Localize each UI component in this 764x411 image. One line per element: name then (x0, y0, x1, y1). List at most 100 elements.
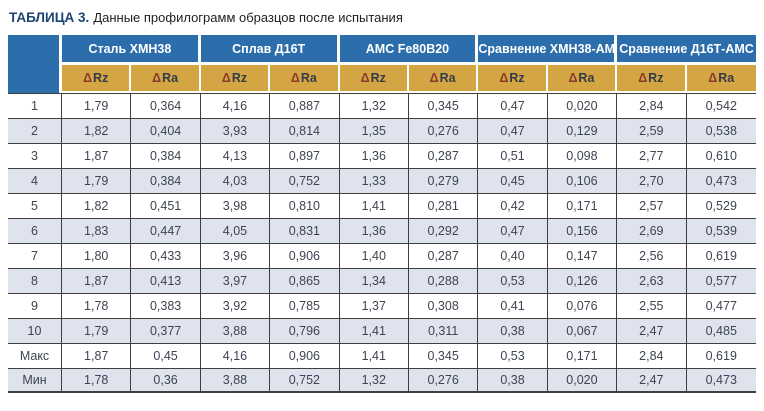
table-cell: 4,05 (200, 218, 271, 243)
table-cell: 0,129 (547, 118, 618, 143)
table-cell: 1,87 (62, 143, 132, 168)
table-cell: 1,37 (339, 293, 409, 318)
table-row: 5 1,82 0,451 3,98 0,810 1,41 0,281 0,42 0,171 2,5… (8, 193, 756, 218)
row-label: Макс (8, 343, 62, 368)
table-cell: 0,147 (547, 243, 618, 268)
table-cell: 0,020 (547, 93, 618, 118)
sub-header-label: Ra (718, 71, 735, 85)
table-cell: 0,287 (408, 243, 479, 268)
table-cell: 0,377 (131, 318, 201, 343)
table-cell: 1,80 (62, 243, 132, 268)
table-cell: 0,539 (686, 218, 756, 243)
group-header: Сравнение Д16Т-АМС (617, 35, 756, 65)
table-cell: 0,906 (270, 343, 340, 368)
sub-header-rz: ΔRz (62, 65, 132, 93)
table-row: 4 1,79 0,384 4,03 0,752 1,33 0,279 0,45 0,106 2,7… (8, 168, 756, 193)
table-row: 2 1,82 0,404 3,93 0,814 1,35 0,276 0,47 0,129 2,5… (8, 118, 756, 143)
delta-icon: Δ (638, 71, 648, 85)
row-label: 9 (8, 293, 62, 318)
table-cell: 4,03 (200, 168, 271, 193)
table-cell: 0,281 (408, 193, 479, 218)
table-cell: 1,35 (339, 118, 409, 143)
table-cell: 0,384 (131, 168, 201, 193)
sub-header-label: Ra (439, 71, 456, 85)
sub-header-ra: ΔRa (408, 65, 479, 93)
table-cell: 0,38 (478, 368, 548, 393)
table-cell: 0,865 (270, 268, 340, 293)
delta-icon: Δ (360, 71, 370, 85)
table-cell: 0,47 (478, 118, 548, 143)
table-cell: 3,88 (200, 368, 271, 393)
table-cell: 0,473 (686, 368, 756, 393)
sub-header-label: Ra (578, 71, 595, 85)
table-cell: 1,36 (339, 143, 409, 168)
table-cell: 0,47 (478, 93, 548, 118)
table-cell: 1,41 (339, 343, 409, 368)
table-cell: 0,51 (478, 143, 548, 168)
table-cell: 1,79 (62, 318, 132, 343)
delta-icon: Δ (152, 71, 162, 85)
table-cell: 0,276 (408, 368, 479, 393)
table-cell: 0,311 (408, 318, 479, 343)
table-cell: 2,57 (617, 193, 687, 218)
table-cell: 4,13 (200, 143, 271, 168)
table-cell: 0,831 (270, 218, 340, 243)
table-row: Макс 1,87 0,45 4,16 0,906 1,41 0,345 0,53 0,171 2… (8, 343, 756, 368)
table-cell: 1,34 (339, 268, 409, 293)
table-cell: 1,87 (62, 343, 132, 368)
table-cell: 0,477 (686, 293, 756, 318)
delta-icon: Δ (290, 71, 300, 85)
table-cell: 0,364 (131, 93, 201, 118)
table-row: 9 1,78 0,383 3,92 0,785 1,37 0,308 0,41 0,076 2,5… (8, 293, 756, 318)
table-cell: 0,538 (686, 118, 756, 143)
row-label: 4 (8, 168, 62, 193)
group-header: Сталь ХМН38 (62, 35, 201, 65)
row-label: 5 (8, 193, 62, 218)
table-cell: 0,38 (478, 318, 548, 343)
table-cell: 2,59 (617, 118, 687, 143)
table-cell: 1,83 (62, 218, 132, 243)
row-label: 2 (8, 118, 62, 143)
table-body: 1 1,79 0,364 4,16 0,887 1,32 0,345 0,47 0,020 2,8… (8, 93, 756, 393)
table-cell: 0,288 (408, 268, 479, 293)
table-cell: 0,810 (270, 193, 340, 218)
table-cell: 0,276 (408, 118, 479, 143)
row-label: 1 (8, 93, 62, 118)
row-label: 7 (8, 243, 62, 268)
table-caption-text: Данные профилограмм образцов после испыт… (93, 10, 403, 25)
delta-icon: Δ (708, 71, 718, 85)
table-cell: 2,55 (617, 293, 687, 318)
table-cell: 3,97 (200, 268, 271, 293)
table-cell: 0,345 (408, 343, 479, 368)
table-cell: 1,79 (62, 168, 132, 193)
table-cell: 0,619 (686, 243, 756, 268)
table-cell: 0,53 (478, 268, 548, 293)
table-row: Мин 1,78 0,36 3,88 0,752 1,32 0,276 0,38 0,020 2,… (8, 368, 756, 393)
row-label: Мин (8, 368, 62, 393)
table-cell: 1,36 (339, 218, 409, 243)
sub-header-rz: ΔRz (617, 65, 687, 93)
table-cell: 0,752 (270, 168, 340, 193)
table-cell: 1,82 (62, 118, 132, 143)
table-cell: 1,41 (339, 318, 409, 343)
table-cell: 0,485 (686, 318, 756, 343)
table-cell: 3,88 (200, 318, 271, 343)
sub-header-ra: ΔRa (547, 65, 618, 93)
table-cell: 0,067 (547, 318, 618, 343)
table-cell: 1,82 (62, 193, 132, 218)
table-caption-label: ТАБЛИЦА 3. (9, 10, 90, 25)
group-header-row: Сталь ХМН38 Сплав Д16Т АМС Fe80B20 Сравнени… (8, 35, 756, 93)
table-cell: 0,36 (131, 368, 201, 393)
sub-header-row: ΔRz ΔRa ΔRz ΔRa ΔRz ΔRa ΔRz ΔRa ΔRz ΔRa (8, 65, 756, 93)
table-cell: 1,40 (339, 243, 409, 268)
table-cell: 2,63 (617, 268, 687, 293)
table-cell: 0,45 (131, 343, 201, 368)
table-cell: 2,69 (617, 218, 687, 243)
table-cell: 1,32 (339, 93, 409, 118)
table-cell: 0,785 (270, 293, 340, 318)
delta-icon: Δ (221, 71, 231, 85)
table-row: 10 1,79 0,377 3,88 0,796 1,41 0,311 0,38 0,067 2,… (8, 318, 756, 343)
table-cell: 0,345 (408, 93, 479, 118)
table-cell: 2,84 (617, 93, 687, 118)
table-cell: 0,308 (408, 293, 479, 318)
